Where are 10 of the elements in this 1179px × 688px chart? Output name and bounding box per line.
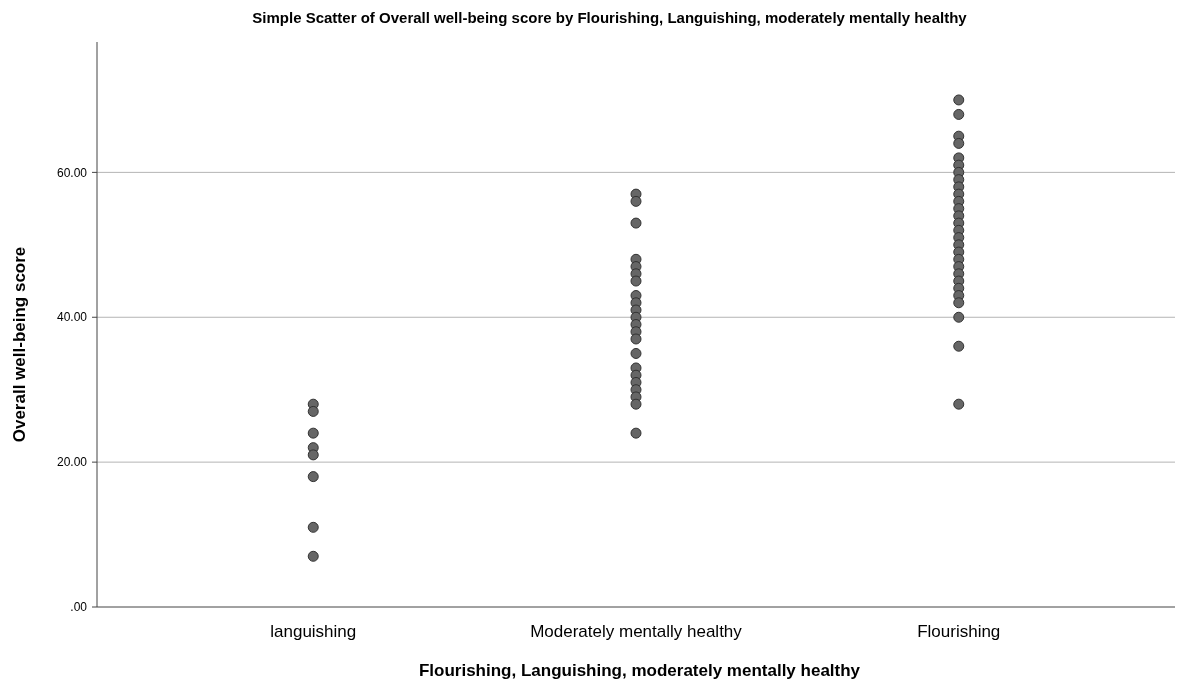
y-tick-label: 60.00	[56, 165, 88, 180]
chart-title: Simple Scatter of Overall well-being score by Flourishing, Languishing, moderately mentally healthy	[252, 9, 968, 26]
y-tick-label: 20.00	[56, 455, 88, 470]
y-tick-label: .00	[70, 600, 88, 615]
x-tick-label: Flourishing	[917, 622, 1001, 641]
y-tick-label: 40.00	[56, 310, 88, 325]
x-tick-label: languishing	[270, 622, 357, 641]
x-axis-title: Flourishing, Languishing, moderately mentally healthy	[418, 661, 861, 680]
x-tick-label: Moderately mentally healthy	[530, 622, 743, 641]
y-axis-title: Overall well-being score	[10, 246, 29, 443]
